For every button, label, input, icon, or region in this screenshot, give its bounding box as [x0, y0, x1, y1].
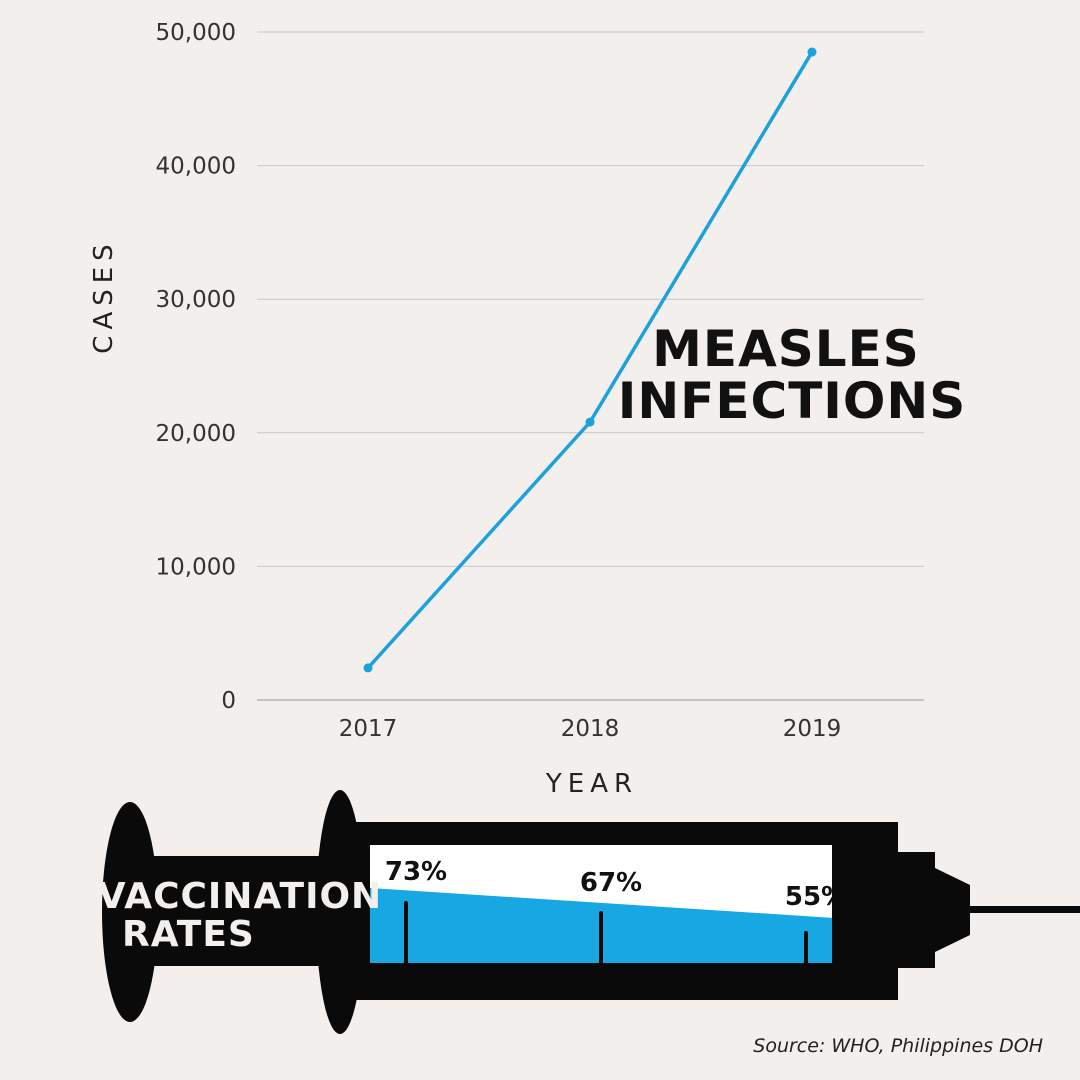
x-axis-title: YEAR	[545, 769, 638, 799]
x-tick-label: 2017	[339, 716, 398, 742]
vaccination-title-line-2: RATES	[122, 914, 255, 955]
y-tick-labels: 0 10,000 20,000 30,000 40,000 50,000	[156, 20, 236, 714]
vaccination-rate-label: 67%	[580, 868, 642, 898]
source-note: Source: WHO, Philippines DOH	[753, 1035, 1043, 1057]
y-tick-label: 50,000	[156, 20, 236, 46]
y-tick-label: 40,000	[156, 154, 236, 180]
gridlines	[257, 31, 924, 701]
syringe-needle	[968, 906, 1080, 913]
x-tick-labels: 2017 2018 2019	[339, 716, 842, 742]
vaccination-rate-label: 73%	[385, 857, 447, 887]
x-tick-label: 2019	[783, 716, 842, 742]
y-tick-label: 30,000	[156, 287, 236, 313]
data-point	[807, 47, 817, 57]
y-tick-label: 10,000	[156, 554, 236, 580]
barrel-plunger-stopper	[832, 845, 898, 1000]
vaccination-title-line-1: VACCINATION	[98, 876, 382, 917]
cases-series	[363, 47, 817, 673]
y-tick-label: 0	[221, 688, 236, 714]
vaccination-fill-area: 73% 67% 55%	[370, 857, 847, 965]
measles-line-chart: 0 10,000 20,000 30,000 40,000 50,000 2017 2018…	[89, 20, 967, 799]
y-axis-title: CASES	[89, 238, 119, 353]
y-tick-label: 20,000	[156, 421, 236, 447]
chart-title-line-2: INFECTIONS	[618, 372, 967, 430]
data-point	[585, 417, 595, 427]
x-tick-label: 2018	[561, 716, 620, 742]
chart-title-line-1: MEASLES	[652, 320, 920, 378]
data-point	[363, 663, 373, 673]
syringe-graphic: 73% 67% 55% VACCINATION RATES	[98, 790, 1080, 1034]
syringe-hub	[896, 852, 970, 968]
